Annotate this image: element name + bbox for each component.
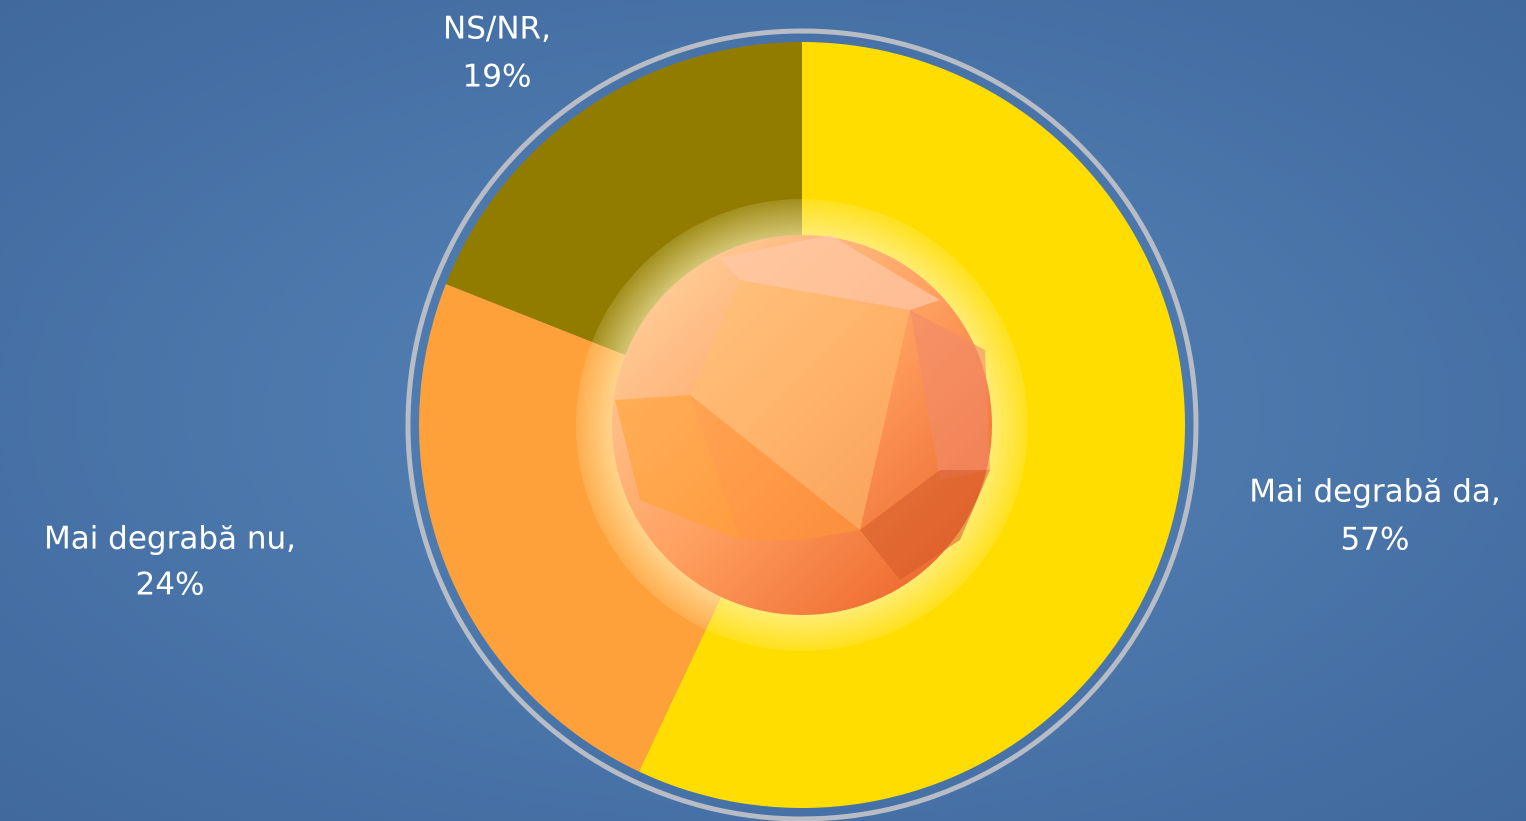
outer-ring xyxy=(405,28,1199,821)
slice-value-label: 19% xyxy=(463,59,532,95)
facet xyxy=(720,235,940,310)
slice-label: NS/NR, xyxy=(443,11,551,47)
facet xyxy=(615,395,740,540)
center-gem xyxy=(576,199,1028,651)
facet xyxy=(910,310,990,480)
slice-value-label: 57% xyxy=(1341,522,1410,558)
facet xyxy=(690,395,860,540)
facet xyxy=(690,280,910,530)
slice-label: Mai degrabă nu, xyxy=(44,521,296,557)
facet xyxy=(860,470,990,580)
slice-label: Mai degrabă da, xyxy=(1249,474,1500,510)
slice-value-label: 24% xyxy=(136,567,205,603)
